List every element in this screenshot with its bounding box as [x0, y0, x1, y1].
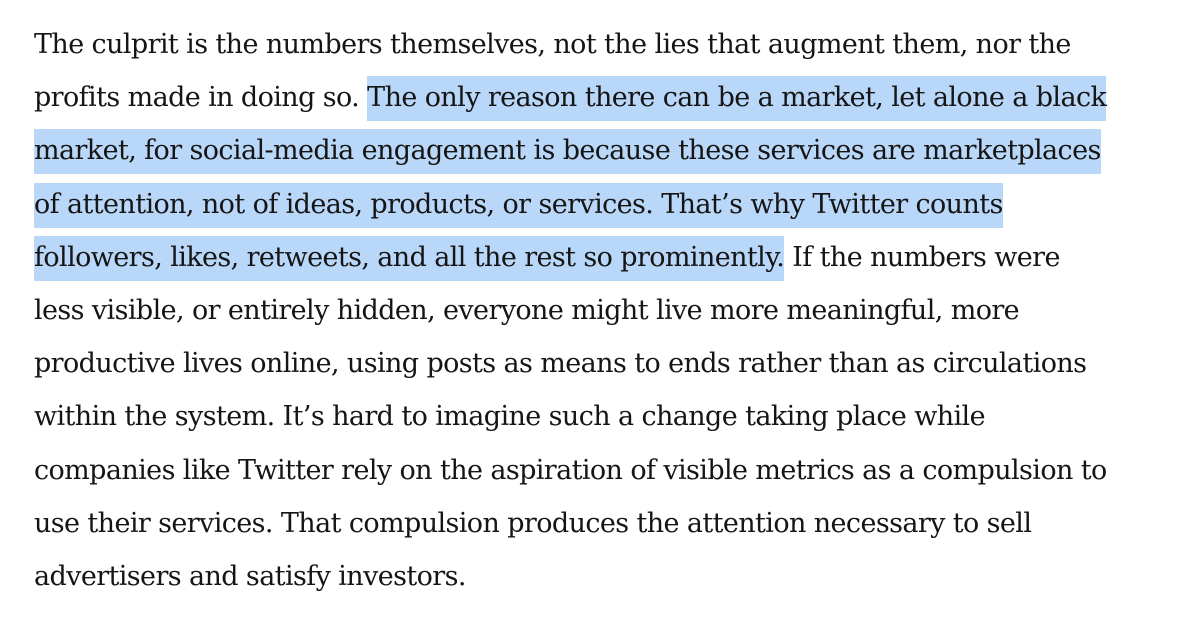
text-line-11: advertisers and satisfy investors.: [34, 550, 1174, 603]
text-line-4: of attention, not of ideas, products, or…: [34, 178, 1174, 231]
selected-text[interactable]: The only reason there can be a market, l…: [367, 76, 1107, 122]
text-run: productive lives online, using posts as …: [34, 348, 1087, 380]
text-run: companies like Twitter rely on the aspir…: [34, 454, 1107, 486]
text-run: less visible, or entirely hidden, everyo…: [34, 294, 1020, 326]
text-line-1: The culprit is the numbers themselves, n…: [34, 18, 1174, 71]
text-run: profits made in doing so.: [34, 82, 368, 114]
selected-text[interactable]: followers, likes, retweets, and all the …: [34, 235, 785, 281]
text-run: advertisers and satisfy investors.: [34, 560, 466, 592]
text-line-6: less visible, or entirely hidden, everyo…: [34, 284, 1174, 337]
selected-text[interactable]: market, for social-media engagement is b…: [34, 129, 1101, 175]
text-run: within the system. It’s hard to imagine …: [34, 401, 986, 433]
text-line-3: market, for social-media engagement is b…: [34, 124, 1174, 177]
text-line-10: use their services. That compulsion prod…: [34, 497, 1174, 550]
text-run: If the numbers were: [784, 241, 1060, 273]
article-paragraph: The culprit is the numbers themselves, n…: [34, 18, 1174, 603]
selected-text[interactable]: of attention, not of ideas, products, or…: [34, 182, 1003, 228]
text-line-5: followers, likes, retweets, and all the …: [34, 231, 1174, 284]
text-line-2: profits made in doing so. The only reaso…: [34, 71, 1174, 124]
text-line-8: within the system. It’s hard to imagine …: [34, 390, 1174, 443]
text-run: The culprit is the numbers themselves, n…: [34, 29, 1071, 60]
text-line-9: companies like Twitter rely on the aspir…: [34, 444, 1174, 497]
text-line-7: productive lives online, using posts as …: [34, 337, 1174, 390]
text-run: use their services. That compulsion prod…: [34, 507, 1032, 539]
